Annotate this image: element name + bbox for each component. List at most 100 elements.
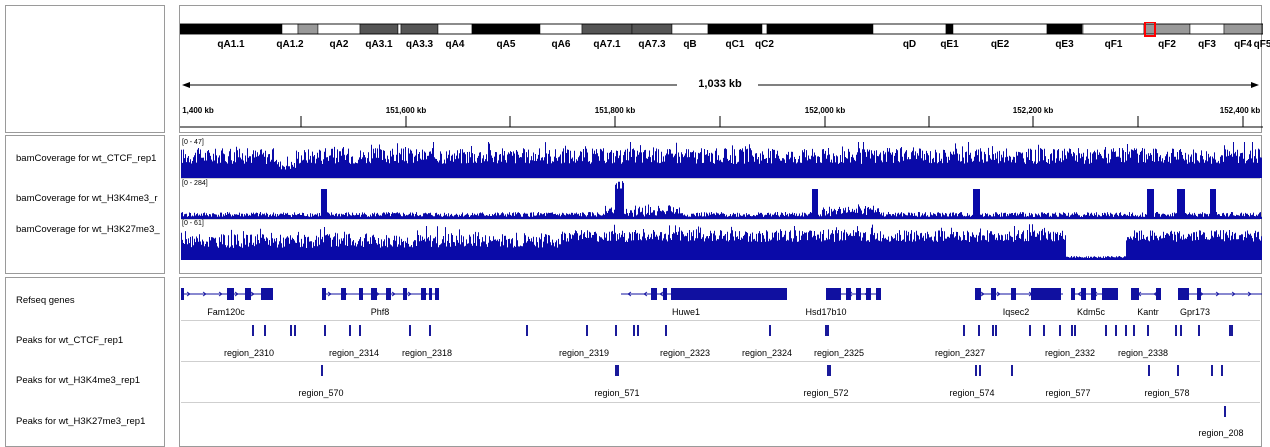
peak-mark[interactable]: [1180, 325, 1182, 336]
peak-mark[interactable]: [665, 325, 667, 336]
peak-mark[interactable]: [975, 365, 977, 376]
peak-mark[interactable]: [633, 325, 635, 336]
track-name-refseq-genes[interactable]: Refseq genes: [16, 295, 75, 306]
gene-label-fam120c[interactable]: Fam120c: [207, 307, 245, 317]
cytoband-band[interactable]: [1189, 23, 1225, 35]
gene-exon[interactable]: [181, 288, 184, 300]
gene-exon[interactable]: [386, 288, 391, 300]
track-name-h3k4me3-coverage[interactable]: bamCoverage for wt_H3K4me3_r: [16, 193, 158, 204]
h3k27me3-peaks-track[interactable]: [181, 406, 1262, 420]
peak-mark[interactable]: [252, 325, 254, 336]
peak-mark[interactable]: [1198, 325, 1200, 336]
gene-exon[interactable]: [421, 288, 426, 300]
peak-mark[interactable]: [963, 325, 965, 336]
peak-mark[interactable]: [324, 325, 326, 336]
peak-mark[interactable]: [1105, 325, 1107, 336]
gene-exon[interactable]: [856, 288, 861, 300]
peak-label[interactable]: region_577: [1045, 388, 1091, 398]
gene-label-kantr[interactable]: Kantr: [1137, 307, 1159, 317]
peak-label[interactable]: region_2314: [328, 348, 380, 358]
peak-mark[interactable]: [1229, 325, 1231, 336]
gene-exon[interactable]: [846, 288, 851, 300]
gene-exon[interactable]: [227, 288, 234, 300]
peak-label[interactable]: region_2319: [558, 348, 610, 358]
h3k4me3-peaks-track[interactable]: [181, 365, 1262, 379]
cytoband-ideogram[interactable]: [180, 22, 1263, 42]
peak-label[interactable]: region_2338: [1117, 348, 1169, 358]
peak-mark[interactable]: [637, 325, 639, 336]
peak-mark[interactable]: [1147, 325, 1149, 336]
gene-exon[interactable]: [663, 288, 667, 300]
peak-label[interactable]: region_2327: [934, 348, 986, 358]
gene-label-iqsec2[interactable]: Iqsec2: [1002, 307, 1030, 317]
peak-label[interactable]: region_2332: [1044, 348, 1096, 358]
gene-exon[interactable]: [1102, 288, 1118, 300]
peak-mark[interactable]: [321, 365, 323, 376]
cytoband-band[interactable]: [297, 23, 319, 35]
current-view-highlight[interactable]: [1144, 22, 1156, 37]
peak-mark[interactable]: [617, 365, 619, 376]
gene-exon[interactable]: [371, 288, 377, 300]
cytoband-band[interactable]: [1082, 23, 1145, 35]
peak-mark[interactable]: [992, 325, 994, 336]
gene-exon[interactable]: [826, 288, 841, 300]
cytoband-band[interactable]: [761, 23, 768, 35]
peak-label[interactable]: region_572: [803, 388, 849, 398]
cytoband-band[interactable]: [707, 23, 763, 35]
peak-mark[interactable]: [1221, 365, 1223, 376]
peak-mark[interactable]: [978, 325, 980, 336]
peak-mark[interactable]: [290, 325, 292, 336]
peak-mark[interactable]: [1148, 365, 1150, 376]
ctcf-peaks-track[interactable]: [181, 325, 1262, 339]
gene-exon[interactable]: [403, 288, 407, 300]
peak-mark[interactable]: [1074, 325, 1076, 336]
peak-mark[interactable]: [1211, 365, 1213, 376]
gene-exon[interactable]: [1011, 288, 1016, 300]
track-name-h3k27me3-coverage[interactable]: bamCoverage for wt_H3K27me3_: [16, 224, 160, 235]
peak-label[interactable]: region_208: [1198, 428, 1244, 438]
peak-mark[interactable]: [349, 325, 351, 336]
peak-mark[interactable]: [1011, 365, 1013, 376]
peak-mark[interactable]: [526, 325, 528, 336]
gene-exon[interactable]: [359, 288, 363, 300]
peak-mark[interactable]: [586, 325, 588, 336]
gene-label-kdm5c[interactable]: Kdm5c: [1076, 307, 1106, 317]
peak-mark[interactable]: [1133, 325, 1135, 336]
peak-label[interactable]: region_574: [949, 388, 995, 398]
cytoband-band[interactable]: [1046, 23, 1083, 35]
gene-exon[interactable]: [1081, 288, 1086, 300]
cytoband-band[interactable]: [945, 23, 954, 35]
cytoband-band[interactable]: [671, 23, 709, 35]
peak-label[interactable]: region_571: [594, 388, 640, 398]
peak-mark[interactable]: [294, 325, 296, 336]
gene-exon[interactable]: [1131, 288, 1139, 300]
peak-mark[interactable]: [1043, 325, 1045, 336]
peak-mark[interactable]: [615, 365, 617, 376]
cytoband-band[interactable]: [1143, 23, 1191, 35]
gene-exon[interactable]: [435, 288, 439, 300]
cytoband-band[interactable]: [539, 23, 583, 35]
peak-mark[interactable]: [1231, 325, 1233, 336]
cytoband-band[interactable]: [581, 23, 633, 35]
gene-exon[interactable]: [1156, 288, 1161, 300]
peak-mark[interactable]: [359, 325, 361, 336]
track-name-h3k4me3-peaks[interactable]: Peaks for wt_H3K4me3_rep1: [16, 375, 141, 386]
cytoband-band[interactable]: [952, 23, 1048, 35]
gene-exon[interactable]: [341, 288, 346, 300]
cytoband-band[interactable]: [359, 23, 399, 35]
peak-label[interactable]: region_578: [1144, 388, 1190, 398]
cytoband-band[interactable]: [1223, 23, 1263, 35]
cytoband-band[interactable]: [180, 23, 283, 35]
coverage-track-ctcf[interactable]: [181, 138, 1262, 178]
peak-label[interactable]: region_2325: [813, 348, 865, 358]
gene-exon[interactable]: [1071, 288, 1075, 300]
peak-mark[interactable]: [1224, 406, 1226, 417]
gene-exon[interactable]: [651, 288, 657, 300]
cytoband-band[interactable]: [766, 23, 874, 35]
peak-mark[interactable]: [615, 325, 617, 336]
gene-exon[interactable]: [322, 288, 326, 300]
cytoband-band[interactable]: [471, 23, 541, 35]
peak-mark[interactable]: [409, 325, 411, 336]
peak-label[interactable]: region_2310: [223, 348, 275, 358]
gene-exon[interactable]: [261, 288, 273, 300]
